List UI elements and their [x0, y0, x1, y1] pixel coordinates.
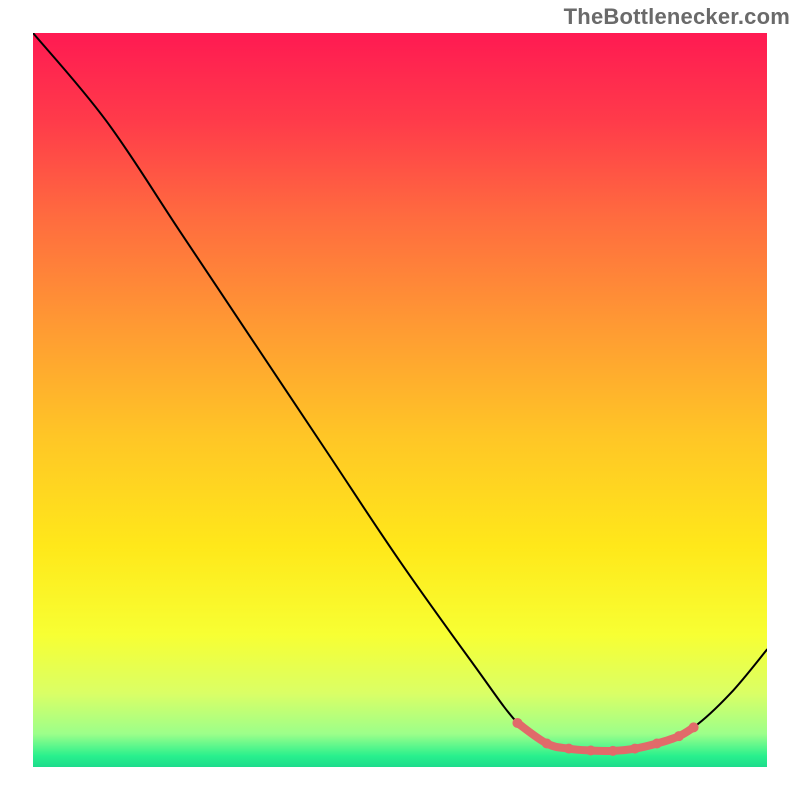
- chart-plot-area: [33, 33, 767, 767]
- accent-marker: [689, 722, 699, 732]
- watermark-text: TheBottlenecker.com: [564, 4, 790, 30]
- accent-marker: [674, 731, 684, 741]
- accent-marker: [564, 744, 574, 754]
- gradient-background: [33, 33, 767, 767]
- chart-svg: [33, 33, 767, 767]
- accent-marker: [608, 746, 618, 756]
- accent-marker: [652, 739, 662, 749]
- accent-marker: [542, 739, 552, 749]
- accent-marker: [630, 744, 640, 754]
- accent-marker: [512, 718, 522, 728]
- accent-marker: [586, 745, 596, 755]
